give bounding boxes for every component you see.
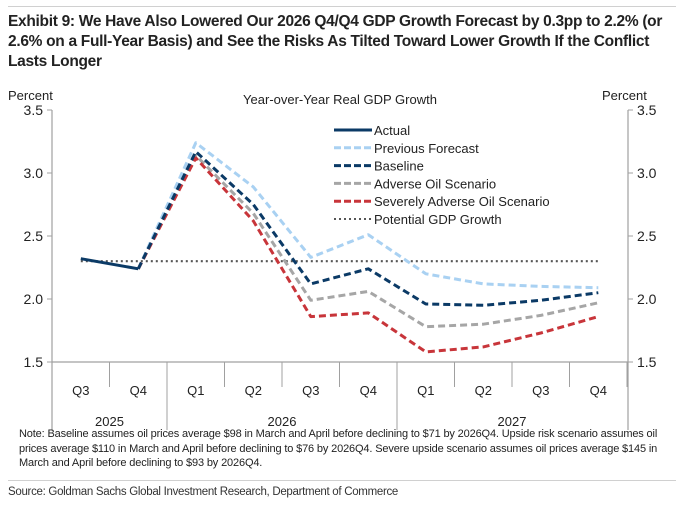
source-citation: Source: Goldman Sachs Global Investment … xyxy=(8,486,399,498)
legend: Actual Previous Forecast Baseline Adverse O… xyxy=(334,123,550,227)
series-line-adverse-oil-scenario xyxy=(136,153,599,329)
y-tick-label-left: 2.5 xyxy=(24,228,44,244)
y-tick-label-right: 1.5 xyxy=(637,354,657,370)
legend-label-potential-gdp-growth: Potential GDP Growth xyxy=(374,212,502,227)
series-line-previous-forecast xyxy=(136,141,599,290)
y-tick-label-left: 2.0 xyxy=(24,291,44,307)
y-axis-label-left: Percent xyxy=(8,88,53,103)
x-tick-label: Q2 xyxy=(245,383,262,398)
x-tick-label: Q1 xyxy=(187,383,204,398)
series-lines xyxy=(80,141,599,354)
x-tick-label: Q4 xyxy=(130,383,147,398)
series-line-actual xyxy=(80,257,139,271)
y-tick-label-right: 3.0 xyxy=(637,165,657,181)
y-tick-label-right: 2.5 xyxy=(637,228,657,244)
gdp-growth-chart: Percent Percent Year-over-Year Real GDP … xyxy=(8,88,657,430)
legend-label-previous-forecast: Previous Forecast xyxy=(374,141,479,156)
axes: 1.5 1.5 2.0 2.0 2.5 2.5 3.0 3.0 3.5 3.5 Q3 Q4 Q1 Q2 Q3… xyxy=(24,102,657,430)
y-axis-label-right: Percent xyxy=(602,88,647,103)
y-tick-label-left: 3.5 xyxy=(24,102,44,118)
x-tick-label: Q3 xyxy=(302,383,319,398)
x-tick-label: Q1 xyxy=(417,383,434,398)
legend-label-baseline: Baseline xyxy=(374,159,424,174)
top-rule xyxy=(8,6,676,7)
x-tick-label: Q4 xyxy=(590,383,607,398)
y-tick-label-left: 3.0 xyxy=(24,165,44,181)
series-line-severely-adverse-oil-scenario xyxy=(136,156,599,354)
bottom-rule xyxy=(8,480,676,481)
legend-label-adverse-oil-scenario: Adverse Oil Scenario xyxy=(374,176,496,191)
year-label: 2027 xyxy=(498,414,527,429)
year-label: 2025 xyxy=(95,414,124,429)
y-tick-label-right: 2.0 xyxy=(637,291,657,307)
chart-title: Year-over-Year Real GDP Growth xyxy=(243,92,437,107)
y-tick-label-right: 3.5 xyxy=(637,102,657,118)
x-tick-label: Q2 xyxy=(475,383,492,398)
y-tick-label-left: 1.5 xyxy=(24,354,44,370)
x-tick-label: Q3 xyxy=(532,383,549,398)
x-tick-label: Q3 xyxy=(72,383,89,398)
legend-label-severely-adverse-oil-scenario: Severely Adverse Oil Scenario xyxy=(374,194,550,209)
year-label: 2026 xyxy=(268,414,297,429)
exhibit-title: Exhibit 9: We Have Also Lowered Our 2026… xyxy=(8,13,663,70)
series-line-baseline xyxy=(136,150,599,307)
legend-label-actual: Actual xyxy=(374,123,410,138)
chart-note: Note: Baseline assumes oil prices averag… xyxy=(19,428,658,469)
x-tick-label: Q4 xyxy=(360,383,377,398)
